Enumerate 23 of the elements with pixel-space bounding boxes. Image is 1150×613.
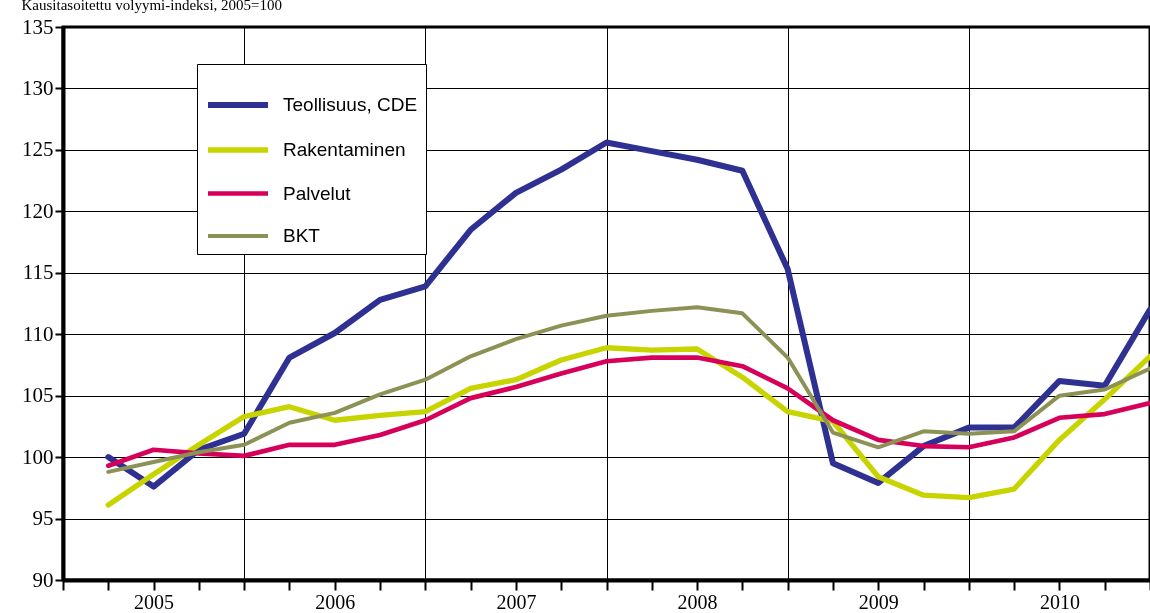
y-tick-label: 100 xyxy=(22,444,54,469)
y-tick-label: 110 xyxy=(22,321,54,346)
y-tick-label: 125 xyxy=(22,137,54,162)
y-tick-label: 120 xyxy=(22,198,54,223)
y-tick-label: 105 xyxy=(22,383,54,408)
x-tick-label: 2009 xyxy=(858,590,899,613)
legend-label: Rakentaminen xyxy=(283,139,406,160)
x-tick-label: 2007 xyxy=(496,590,537,613)
legend-label: BKT xyxy=(283,225,321,246)
line-series xyxy=(105,355,1150,469)
chart-title: Kausitasoitettu volyymi-indeksi, 2005=100 xyxy=(21,0,283,13)
y-tick-label: 95 xyxy=(32,506,54,531)
x-tick-label: 2005 xyxy=(134,590,175,613)
legend-label: Teollisuus, CDE xyxy=(283,94,418,115)
y-tick-label: 115 xyxy=(22,260,54,285)
y-tick-label: 135 xyxy=(22,14,54,39)
x-tick-label: 2008 xyxy=(677,590,718,613)
line-series xyxy=(106,305,1150,474)
legend-label: Palvelut xyxy=(283,182,352,204)
y-tick-label: 90 xyxy=(32,567,54,592)
y-tick-label: 130 xyxy=(22,75,54,100)
x-tick-label: 2010 xyxy=(1039,590,1080,613)
x-tick-label: 2006 xyxy=(315,590,356,613)
